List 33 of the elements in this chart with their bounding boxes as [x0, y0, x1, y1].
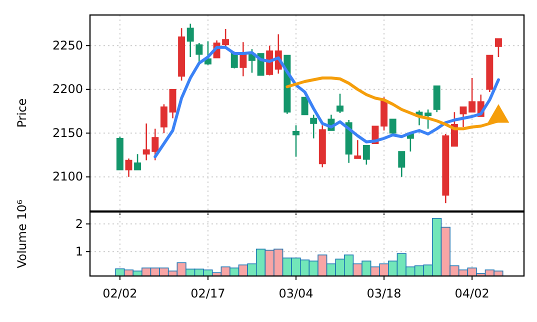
candlestick: [362, 144, 370, 166]
y-tick-label: 2100: [52, 170, 83, 184]
candlestick: [460, 106, 467, 128]
x-tick-label: 02/17: [190, 286, 226, 300]
x-tick-label: 04/02: [454, 286, 490, 300]
y-tick-label: 2150: [52, 126, 83, 140]
x-tick-label: 03/04: [278, 286, 314, 300]
y-axis-title: Price: [15, 98, 29, 128]
x-tick-label: 02/02: [102, 286, 138, 300]
candlestick: [292, 124, 300, 158]
candlestick: [494, 38, 502, 58]
x-tick-label: 03/18: [366, 286, 402, 300]
candlestick: [424, 108, 432, 130]
candlestick: [468, 77, 476, 113]
candlestick: [222, 28, 230, 48]
candlestick: [398, 150, 406, 178]
y-axis-title: Volume 10⁶: [15, 200, 29, 268]
candlestick: [433, 85, 440, 113]
candlestick: [186, 23, 194, 58]
y-tick-label: 2: [75, 216, 83, 231]
candlestick: [336, 93, 344, 114]
candlestick: [134, 153, 142, 171]
candlestick: [301, 96, 308, 116]
candlestick: [354, 139, 362, 160]
y-tick-label: 1: [75, 244, 83, 258]
y-tick-label: 2250: [52, 38, 83, 52]
candlestick: [389, 118, 396, 134]
candlestick: [160, 104, 168, 134]
candlestick: [196, 42, 203, 64]
candlestick: [310, 114, 318, 140]
y-tick-label: 2200: [52, 82, 83, 96]
candlestick: [169, 88, 176, 119]
candlestick: [125, 158, 132, 178]
